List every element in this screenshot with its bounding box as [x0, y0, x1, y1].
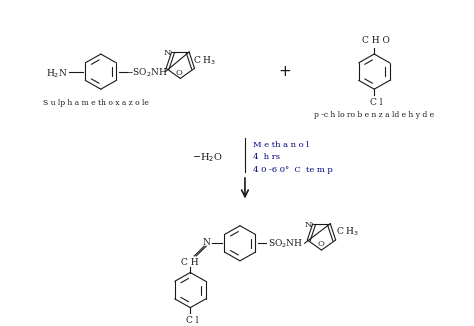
Text: $-$H$_2$O: $-$H$_2$O [192, 151, 223, 164]
Text: +: + [278, 64, 291, 79]
Text: O: O [176, 68, 183, 77]
Text: C l: C l [186, 316, 199, 325]
Text: O: O [317, 240, 324, 248]
Text: SO$_2$NH: SO$_2$NH [268, 238, 303, 250]
Text: $-$SO$_2$NH: $-$SO$_2$NH [125, 66, 168, 79]
Text: M e th a n o l: M e th a n o l [253, 141, 309, 149]
Text: N: N [305, 221, 312, 229]
Text: 4 0 -6 0°  C  te m p: 4 0 -6 0° C te m p [253, 166, 333, 174]
Text: C H$_3$: C H$_3$ [193, 54, 216, 67]
Text: C l: C l [370, 98, 383, 107]
Text: C H: C H [182, 258, 199, 267]
Text: H$_2$N: H$_2$N [46, 67, 68, 80]
Text: N: N [164, 49, 171, 57]
Text: C H O: C H O [362, 36, 390, 45]
Text: C H$_3$: C H$_3$ [336, 226, 359, 238]
Text: S u lp h a m e th o x a z o le: S u lp h a m e th o x a z o le [43, 99, 149, 107]
Text: 4  h rs: 4 h rs [253, 154, 280, 161]
Text: N: N [202, 238, 210, 247]
Text: p -c h lo ro b e n z a ld e h y d e: p -c h lo ro b e n z a ld e h y d e [314, 111, 434, 119]
